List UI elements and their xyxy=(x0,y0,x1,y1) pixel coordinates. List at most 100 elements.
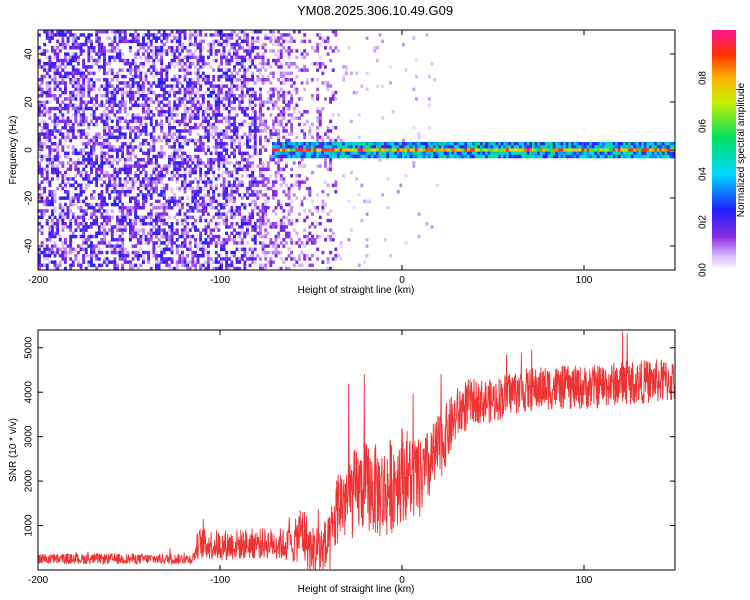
spectrogram-cell xyxy=(204,206,208,210)
spectrogram-cell xyxy=(305,151,309,156)
spectrogram-cell xyxy=(84,266,88,271)
spectrogram-cell xyxy=(165,135,169,140)
spectrogram-cell xyxy=(643,154,647,159)
spectrogram-cell xyxy=(201,39,205,44)
spectrogram-cell xyxy=(495,145,499,149)
spectrogram-cell xyxy=(329,164,333,168)
spectrogram-cell xyxy=(251,190,255,194)
spectrogram-cell xyxy=(175,170,179,175)
spectrogram-cell xyxy=(160,215,164,220)
spectrogram-cell xyxy=(261,145,265,149)
spectrogram-cell xyxy=(188,209,192,213)
spectrogram-cell xyxy=(526,154,530,159)
spectrogram-cell xyxy=(238,42,242,47)
spectrogram-cell xyxy=(261,42,265,47)
spectrogram-cell xyxy=(183,263,187,268)
spectrogram-cell xyxy=(428,151,431,156)
spectrogram-cell xyxy=(53,106,57,111)
spectrogram-cell xyxy=(399,183,403,188)
spectrogram-cell xyxy=(84,119,88,124)
spectrogram-cell xyxy=(220,74,223,79)
spectrogram-cell xyxy=(227,199,231,204)
spectrogram-cell xyxy=(108,103,112,108)
spectrogram-cell xyxy=(318,65,322,69)
spectrogram-cell xyxy=(337,142,340,146)
spectrogram-cell xyxy=(308,209,312,213)
spectrogram-cell xyxy=(212,46,216,50)
spectrogram-cell xyxy=(264,100,268,104)
spectrogram-cell xyxy=(40,225,44,229)
spectrogram-cell xyxy=(282,177,286,181)
spectrogram-cell xyxy=(243,30,247,34)
spectrogram-cell xyxy=(79,199,83,204)
spectrogram-cell xyxy=(149,71,153,76)
spectrogram-cell xyxy=(136,164,140,168)
spectrogram-cell xyxy=(84,151,88,156)
spectrogram-cell xyxy=(519,151,522,156)
spectrogram-cell xyxy=(79,68,83,72)
spectrogram-cell xyxy=(222,177,226,181)
spectrogram-cell xyxy=(243,234,247,239)
spectrogram-cell xyxy=(201,206,205,210)
spectrogram-cell xyxy=(61,209,65,213)
spectrogram-cell xyxy=(79,247,83,252)
spectrogram-cell xyxy=(318,62,322,66)
spectrogram-cell xyxy=(48,33,52,37)
spectrogram-cell xyxy=(196,247,200,252)
spectrogram-cell xyxy=(108,244,112,248)
spectrogram-cell xyxy=(251,177,255,181)
spectrogram-cell xyxy=(404,241,408,245)
spectrogram-cell xyxy=(173,215,177,220)
spectrogram-cell xyxy=(430,225,434,229)
spectrogram-cell xyxy=(222,186,226,191)
spectrogram-cell xyxy=(152,129,156,133)
spectrogram-cell xyxy=(118,129,122,133)
spectrogram-cell xyxy=(222,170,226,175)
spectrogram-cell xyxy=(97,116,101,120)
spectrogram-cell xyxy=(282,222,286,226)
spectrogram-cell xyxy=(155,228,158,232)
spectrogram-cell xyxy=(173,94,177,98)
spectrogram-cell xyxy=(61,106,65,111)
spectrogram-cell xyxy=(121,241,125,245)
spectrogram-cell xyxy=(181,97,184,101)
spectrogram-cell xyxy=(61,58,65,63)
spectrogram-cell xyxy=(173,74,177,79)
spectrogram-cell xyxy=(92,58,96,63)
spectrogram-cell xyxy=(126,164,130,168)
spectrogram-cell xyxy=(331,49,335,53)
spectrogram-cell xyxy=(170,78,174,82)
spectrogram-cell xyxy=(129,209,132,213)
spectrogram-cell xyxy=(82,132,86,136)
spectrogram-cell xyxy=(97,225,101,229)
spectrogram-cell xyxy=(261,78,265,82)
spectrogram-cell xyxy=(53,222,57,226)
spectrogram-cell xyxy=(149,87,153,92)
spectrogram-cell xyxy=(152,46,156,50)
spectrogram-cell xyxy=(539,151,543,156)
spectrogram-cell xyxy=(240,122,244,127)
spectrogram-cell xyxy=(56,122,60,127)
spectrogram-cell xyxy=(201,113,205,117)
spectrogram-cell xyxy=(230,78,234,82)
spectrogram-cell xyxy=(144,122,148,127)
spectrogram-cell xyxy=(214,97,218,101)
spectrogram-cell xyxy=(113,158,117,162)
spectrogram-cell xyxy=(170,225,174,229)
spectrogram-cell xyxy=(240,180,244,184)
spectrogram-cell xyxy=(113,196,117,200)
spectrogram-cell xyxy=(448,154,452,159)
spectrogram-cell xyxy=(287,90,291,95)
spectrogram-cell xyxy=(207,87,210,92)
spectrogram-cell xyxy=(61,145,65,149)
spectrogram-cell xyxy=(84,238,88,242)
spectrogram-cell xyxy=(110,71,114,76)
spectrogram-cell xyxy=(334,97,338,101)
spectrogram-cell xyxy=(207,122,210,127)
spectrogram-cell xyxy=(251,94,255,98)
spectrogram-cell xyxy=(459,151,463,156)
spectrogram-cell xyxy=(248,161,252,165)
spectrogram-cell xyxy=(209,158,213,162)
spectrogram-cell xyxy=(79,113,83,117)
spectrogram-cell xyxy=(277,58,281,63)
